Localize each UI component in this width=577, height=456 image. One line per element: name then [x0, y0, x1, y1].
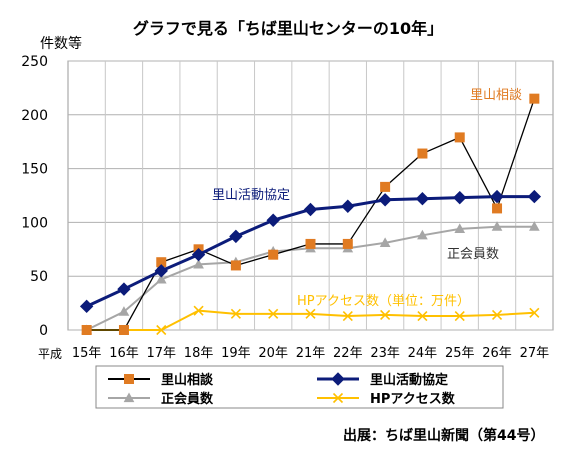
data-point	[417, 148, 428, 159]
data-point	[123, 392, 135, 403]
legend-item: 正会員数	[108, 391, 214, 407]
series-layer	[79, 93, 542, 336]
x-tick-label: 26年	[482, 346, 512, 361]
gridlines	[67, 60, 554, 331]
legend-label: 里山活動協定	[370, 372, 448, 388]
data-point	[193, 258, 204, 269]
data-point	[229, 229, 243, 244]
series-annotation: 里山活動協定	[212, 188, 290, 203]
legend-label: HPアクセス数	[370, 391, 456, 407]
series-annotation: 里山相談	[470, 87, 522, 103]
data-point	[305, 308, 316, 319]
x-tick-label: 15年	[72, 346, 102, 361]
y-tick-label: 250	[21, 54, 48, 70]
data-point	[268, 249, 279, 260]
data-point	[154, 264, 168, 278]
data-point	[492, 203, 503, 214]
data-point	[79, 299, 94, 314]
data-point	[379, 237, 391, 247]
legend-item: 里山活動協定	[317, 372, 448, 388]
y-tick-label: 50	[30, 269, 48, 285]
data-point	[268, 308, 279, 319]
data-point	[117, 282, 131, 296]
data-point	[230, 260, 241, 271]
data-point	[156, 324, 167, 336]
y-tick-label: 150	[21, 162, 48, 178]
data-point	[191, 247, 206, 262]
data-point	[528, 221, 540, 231]
chart-title: グラフで見る「ちば里山センターの10年」	[133, 19, 443, 38]
x-tick-label: 19年	[221, 346, 251, 361]
data-point	[529, 307, 540, 318]
data-point	[417, 229, 428, 240]
y-tick-labels: 0 50 100 150 200 250	[21, 54, 48, 339]
data-point	[490, 189, 504, 204]
legend-label: 正会員数	[161, 391, 214, 407]
y-axis-label: 件数等	[40, 35, 82, 52]
x-tick-label: 27年	[520, 346, 550, 361]
data-point	[266, 213, 280, 227]
data-point	[155, 273, 167, 284]
x-tick-label: 21年	[296, 346, 326, 361]
x-tick-label: 16年	[109, 346, 139, 361]
data-point	[380, 309, 391, 321]
legend-box	[95, 365, 504, 409]
x-tick-label: 17年	[146, 346, 176, 361]
data-point	[380, 181, 391, 192]
data-point	[415, 192, 430, 206]
source-note: 出展：ちば里山新聞（第44号）	[343, 427, 544, 444]
data-point	[331, 372, 345, 386]
data-point	[454, 223, 466, 233]
legend-item: 里山相談	[108, 372, 214, 388]
data-point	[303, 202, 318, 217]
data-point	[118, 306, 130, 316]
series-0	[81, 93, 540, 335]
data-point	[454, 132, 465, 143]
series-2	[81, 221, 540, 335]
data-point	[124, 374, 134, 384]
x-tick-label: 22年	[333, 346, 363, 361]
data-point	[491, 309, 503, 321]
data-point	[529, 93, 540, 104]
legend-item: HPアクセス数	[317, 391, 456, 407]
x-tick-label: 23年	[370, 346, 400, 361]
data-point	[342, 238, 353, 249]
data-point	[453, 190, 467, 205]
x-axis-prefix: 平成	[38, 347, 62, 361]
y-tick-label: 200	[21, 108, 48, 124]
x-tick-label: 24年	[408, 346, 438, 361]
series-1	[79, 189, 542, 314]
data-point	[193, 305, 204, 316]
data-point	[454, 310, 465, 322]
y-tick-label: 0	[39, 323, 48, 339]
data-point	[332, 392, 344, 404]
data-point	[118, 325, 129, 335]
data-point	[230, 308, 241, 319]
x-tick-labels: 15年 16年 17年 18年 19年 20年 21年 22年 23年 24年 25年 26年 27年	[72, 346, 549, 361]
legend-label: 里山相談	[161, 372, 214, 388]
data-point	[342, 310, 353, 322]
x-tick-label: 18年	[184, 346, 214, 361]
y-tick-label: 100	[21, 215, 48, 231]
x-tick-label: 20年	[258, 346, 288, 361]
data-point	[81, 325, 92, 335]
series-annotation: 正会員数	[447, 247, 499, 262]
data-point	[341, 199, 355, 213]
data-point	[491, 221, 503, 231]
x-tick-label: 25年	[445, 346, 475, 361]
data-point	[527, 189, 542, 204]
data-point	[417, 310, 428, 322]
data-point	[305, 238, 316, 249]
data-point	[378, 193, 392, 207]
series-annotation: HPアクセス数（単位：万件）	[297, 293, 470, 309]
